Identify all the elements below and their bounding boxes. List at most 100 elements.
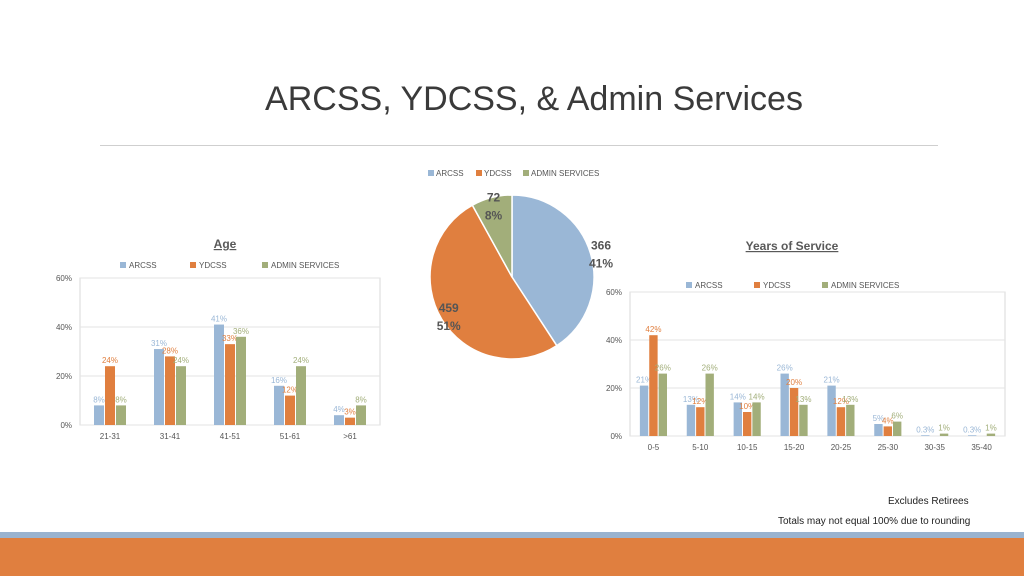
service-legend-label: ARCSS — [695, 281, 723, 290]
age-x-tick: 41-51 — [220, 432, 241, 441]
pie-slice — [429, 204, 558, 360]
age-x-tick: >61 — [343, 432, 357, 441]
age-y-tick: 20% — [56, 372, 72, 381]
service-bar — [696, 407, 705, 436]
pie-legend-label: ARCSS — [436, 169, 464, 178]
age-data-label: 36% — [233, 327, 249, 336]
age-legend-label: ADMIN SERVICES — [271, 261, 339, 270]
slide-title: ARCSS, YDCSS, & Admin Services — [265, 80, 803, 118]
service-legend-swatch — [686, 282, 692, 288]
age-data-label: 31% — [151, 339, 167, 348]
age-bar — [94, 405, 104, 425]
service-data-label: 5% — [873, 414, 885, 423]
service-bar — [649, 335, 658, 436]
age-data-label: 24% — [173, 356, 189, 365]
service-legend-swatch — [822, 282, 828, 288]
service-bar — [827, 385, 836, 436]
service-bar — [705, 373, 714, 436]
pie-legend-label: ADMIN SERVICES — [531, 169, 599, 178]
age-legend-swatch — [120, 262, 126, 268]
age-bar — [165, 356, 175, 425]
age-bar — [334, 415, 344, 425]
service-bar — [893, 421, 902, 436]
service-x-tick: 20-25 — [831, 443, 852, 452]
service-data-label: 10% — [739, 402, 755, 411]
service-x-tick: 0-5 — [648, 443, 660, 452]
service-y-tick: 0% — [610, 432, 622, 441]
service-x-tick: 25-30 — [878, 443, 899, 452]
age-y-tick: 40% — [56, 323, 72, 332]
age-x-tick: 31-41 — [160, 432, 181, 441]
age-legend-swatch — [190, 262, 196, 268]
service-chart-title: Years of Service — [746, 239, 839, 253]
service-data-label: 42% — [645, 325, 661, 334]
pie-value-label: 366 — [591, 238, 611, 252]
service-bar — [752, 402, 761, 436]
age-bar — [345, 417, 355, 425]
age-bar — [236, 336, 246, 425]
pie-legend-swatch — [428, 170, 434, 176]
age-x-tick: 21-31 — [100, 432, 121, 441]
service-data-label: 26% — [702, 364, 718, 373]
age-data-label: 41% — [211, 315, 227, 324]
service-bar — [743, 412, 752, 436]
age-data-label: 16% — [271, 376, 287, 385]
title-divider — [100, 145, 938, 146]
service-legend-label: YDCSS — [763, 281, 791, 290]
rounding-note: Totals may not equal 100% due to roundin… — [778, 516, 971, 527]
pie-legend-swatch — [476, 170, 482, 176]
age-y-tick: 60% — [56, 274, 72, 283]
age-bar — [105, 366, 115, 425]
age-data-label: 24% — [293, 356, 309, 365]
age-y-tick: 0% — [60, 421, 72, 430]
service-y-tick: 20% — [606, 384, 622, 393]
service-data-label: 4% — [882, 416, 894, 425]
service-bar — [639, 385, 649, 436]
footer-band-orange — [0, 538, 1024, 576]
service-data-label: 20% — [786, 378, 802, 387]
pie-percent-label: 8% — [485, 208, 503, 222]
service-data-label: 26% — [655, 364, 671, 373]
service-y-tick: 60% — [606, 288, 622, 297]
pie-value-label: 459 — [439, 301, 459, 315]
age-data-label: 3% — [344, 408, 356, 417]
pie-slice — [471, 194, 513, 278]
service-x-tick: 10-15 — [737, 443, 758, 452]
age-chart-title: Age — [214, 237, 237, 251]
age-legend-label: YDCSS — [199, 261, 227, 270]
age-data-label: 8% — [93, 395, 105, 404]
service-bar — [968, 435, 977, 436]
service-data-label: 6% — [891, 412, 903, 421]
retirees-note: Excludes Retirees — [888, 496, 969, 507]
service-x-tick: 35-40 — [971, 443, 992, 452]
service-bar — [780, 373, 789, 436]
service-data-label: 1% — [938, 424, 950, 433]
service-data-label: 14% — [730, 392, 746, 401]
age-bar — [356, 405, 366, 425]
pie-legend-label: YDCSS — [484, 169, 512, 178]
age-bar — [225, 344, 235, 425]
service-legend-swatch — [754, 282, 760, 288]
age-bar — [214, 324, 224, 425]
service-bar — [658, 373, 667, 436]
age-legend-swatch — [262, 262, 268, 268]
service-data-label: 13% — [683, 395, 699, 404]
service-bar — [874, 424, 883, 436]
age-data-label: 8% — [115, 395, 127, 404]
age-bar — [176, 366, 186, 425]
service-data-label: 1% — [985, 424, 997, 433]
age-bar — [296, 366, 306, 425]
service-x-tick: 15-20 — [784, 443, 805, 452]
footer-band-blue — [0, 532, 1024, 538]
service-bar — [799, 404, 808, 436]
age-data-label: 24% — [102, 356, 118, 365]
service-x-tick: 5-10 — [692, 443, 709, 452]
service-bar — [939, 433, 949, 436]
service-data-label: 12% — [692, 397, 708, 406]
service-data-label: 14% — [749, 392, 765, 401]
service-y-tick: 40% — [606, 336, 622, 345]
service-data-label: 26% — [777, 364, 793, 373]
service-data-label: 0.3% — [916, 425, 934, 434]
service-bar — [921, 435, 930, 436]
